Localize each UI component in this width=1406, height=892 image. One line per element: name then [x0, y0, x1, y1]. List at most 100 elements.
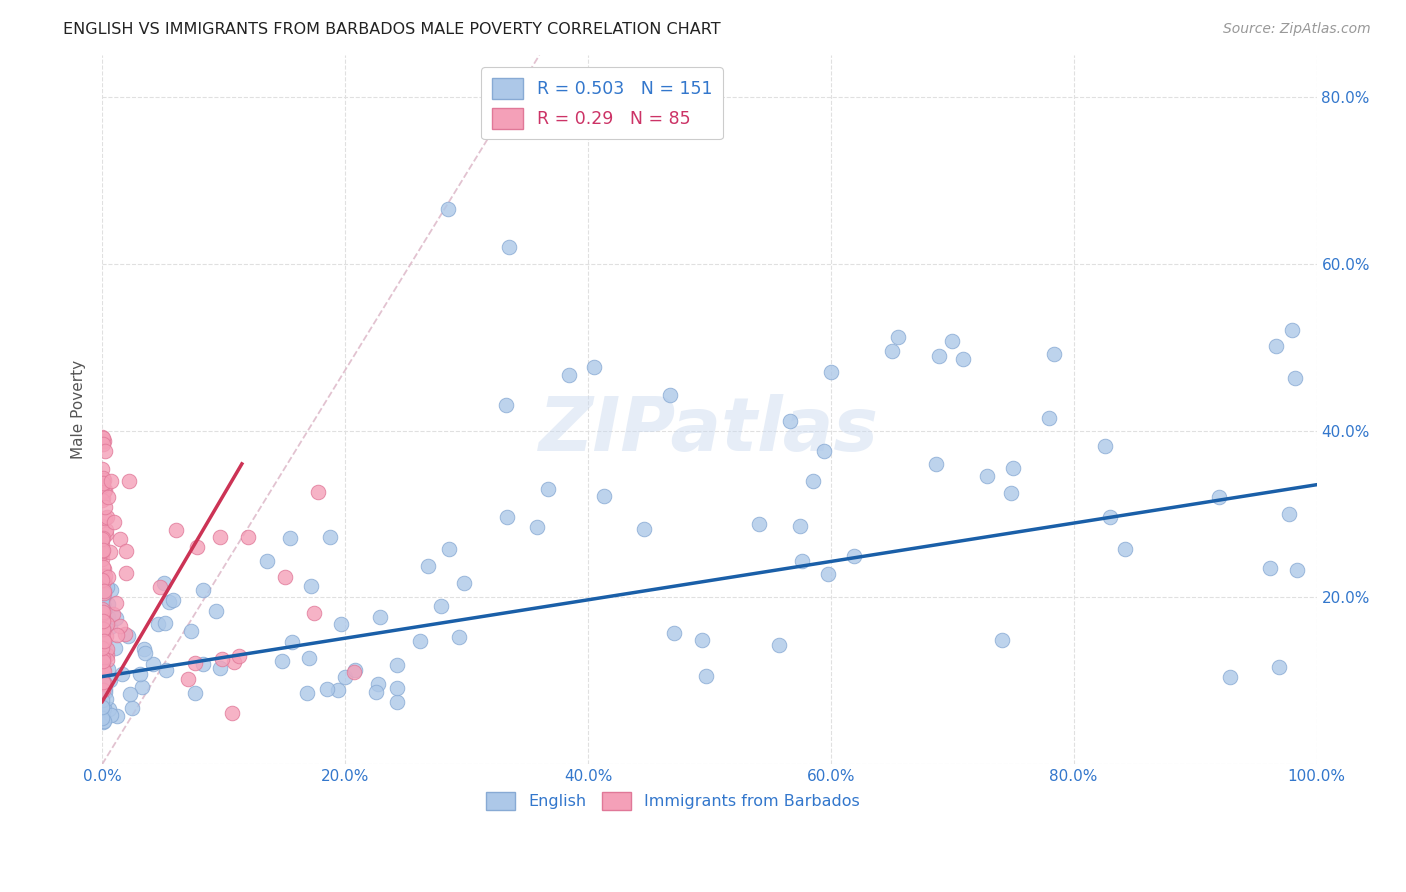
Point: [155, 664, 177, 678]
Point: [1286, 563, 1309, 577]
Point: [91, 711, 114, 725]
Point: [104, 640, 127, 655]
Point: [1042, 347, 1064, 361]
Point: [299, 578, 322, 592]
Point: [437, 202, 460, 217]
Point: [1208, 490, 1230, 504]
Point: [146, 616, 169, 631]
Point: [91, 610, 114, 624]
Point: [453, 576, 475, 591]
Point: [97, 662, 120, 676]
Point: [582, 360, 605, 375]
Point: [91, 662, 114, 676]
Point: [315, 681, 337, 696]
Point: [94, 629, 117, 643]
Point: [98, 545, 121, 559]
Point: [93, 664, 115, 678]
Point: [91, 493, 114, 508]
Point: [93, 633, 115, 648]
Point: [91, 647, 114, 661]
Point: [149, 580, 172, 594]
Point: [191, 582, 214, 597]
Point: [91, 479, 114, 493]
Point: [93, 622, 115, 636]
Point: [1268, 660, 1291, 674]
Point: [91, 430, 114, 444]
Point: [96, 510, 118, 524]
Point: [748, 516, 770, 531]
Point: [105, 708, 128, 723]
Point: [91, 461, 114, 475]
Point: [430, 599, 453, 613]
Point: [94, 523, 117, 537]
Point: [93, 676, 115, 690]
Point: [228, 649, 250, 664]
Point: [162, 593, 184, 607]
Point: [91, 648, 114, 662]
Point: [91, 552, 114, 566]
Point: [93, 581, 115, 595]
Point: [91, 605, 114, 619]
Point: [633, 522, 655, 536]
Point: [93, 585, 115, 599]
Point: [91, 688, 114, 702]
Point: [97, 490, 120, 504]
Point: [108, 618, 131, 632]
Point: [537, 483, 560, 497]
Point: [91, 539, 114, 553]
Point: [886, 330, 908, 344]
Point: [91, 476, 114, 491]
Point: [111, 666, 134, 681]
Point: [93, 483, 115, 498]
Point: [592, 489, 614, 503]
Point: [91, 603, 114, 617]
Point: [91, 714, 114, 729]
Point: [416, 558, 439, 573]
Point: [319, 531, 342, 545]
Point: [91, 592, 114, 607]
Point: [91, 699, 114, 714]
Point: [91, 708, 114, 723]
Point: [274, 570, 297, 584]
Point: [208, 660, 231, 674]
Point: [100, 474, 122, 488]
Point: [105, 627, 128, 641]
Point: [186, 541, 208, 555]
Point: [368, 610, 391, 624]
Point: [658, 387, 681, 401]
Point: [91, 531, 114, 545]
Point: [91, 682, 114, 697]
Point: [1000, 485, 1022, 500]
Point: [91, 599, 114, 613]
Point: [792, 553, 814, 567]
Point: [91, 681, 114, 696]
Point: [91, 633, 114, 648]
Point: [157, 595, 180, 609]
Point: [991, 632, 1014, 647]
Point: [768, 638, 790, 652]
Point: [91, 641, 114, 656]
Point: [1260, 560, 1282, 574]
Point: [134, 641, 156, 656]
Point: [1099, 510, 1122, 524]
Point: [91, 642, 114, 657]
Point: [93, 591, 115, 606]
Point: [211, 652, 233, 666]
Point: [91, 518, 114, 533]
Point: [117, 629, 139, 643]
Point: [801, 474, 824, 488]
Point: [91, 546, 114, 560]
Point: [118, 475, 141, 489]
Point: [91, 659, 114, 673]
Point: [91, 602, 114, 616]
Point: [93, 562, 115, 576]
Point: [1281, 323, 1303, 337]
Point: [93, 584, 115, 599]
Point: [114, 566, 136, 581]
Point: [844, 549, 866, 563]
Point: [91, 598, 114, 612]
Point: [110, 532, 132, 546]
Point: [925, 457, 948, 471]
Point: [387, 695, 409, 709]
Point: [343, 665, 366, 679]
